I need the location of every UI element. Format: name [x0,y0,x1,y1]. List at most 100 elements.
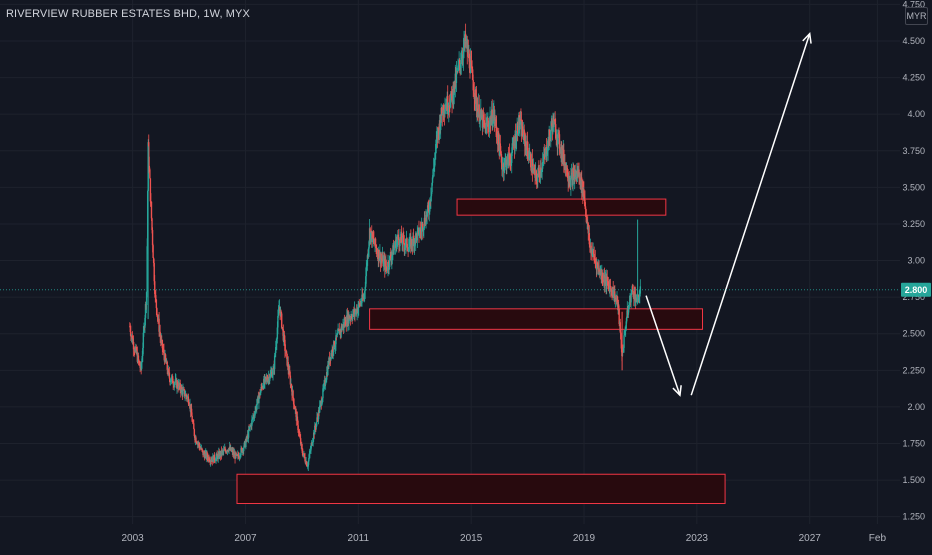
projection-arrow-line[interactable] [645,295,681,396]
candle-body [166,361,168,370]
candle-body [249,426,251,428]
candle-body [594,258,596,262]
candle-body [374,238,377,247]
candle-body [287,362,289,370]
candle-body [135,346,137,354]
candle-body [331,348,334,354]
candle-body [162,348,164,350]
candle-body [628,302,631,306]
candle-body [462,48,465,59]
candle-body [297,430,300,433]
candle-body [247,429,250,438]
candle-body [536,175,538,180]
candle-body [606,276,608,282]
x-tick-label: 2015 [460,533,483,544]
candle-body [309,450,312,452]
candle-body [366,255,369,266]
candle-body [378,258,381,261]
x-axis[interactable]: 2003 2007 2011 2015 2019 2023 2027 Feb [121,533,886,544]
x-tick-label: 2019 [573,533,596,544]
candle-body [169,378,171,383]
candle-body [627,307,630,315]
candle-body [428,211,430,213]
candle-body [182,389,184,395]
candle-body [235,452,237,456]
candle-body [270,372,272,374]
candle-body [350,316,353,319]
zone-rect-support[interactable] [369,308,704,330]
candle-body [495,119,497,127]
candle-body [160,336,162,342]
candle-body [361,294,363,303]
candle-body [314,425,317,427]
candle-body [460,63,462,68]
candle-body [416,231,419,241]
candle-body [417,228,419,232]
candle-body [171,376,174,384]
projection-arrow-line[interactable] [690,33,811,396]
candle-body [380,258,382,264]
candle-body [568,180,570,183]
y-axis[interactable]: 4.750 4.500 4.250 4.00 3.750 3.500 3.250 3.00 2.… [902,0,925,522]
candle-body [295,411,298,421]
candle-body [174,382,176,384]
candle-body [245,436,248,442]
candle-body [152,245,154,258]
candle-body [518,115,521,126]
candle-body [301,448,304,453]
candle-body [411,239,413,245]
candle-body [510,162,512,164]
candle-body [315,422,318,427]
candle-body [280,311,282,314]
candle-body [299,435,301,439]
candle-body [419,229,421,234]
chart-title: RIVERVIEW RUBBER ESTATES BHD, 1W, MYX [6,8,250,20]
currency-button[interactable]: MYR [905,7,928,25]
candle-body [309,451,311,454]
candle-body [308,458,310,462]
candle-body [190,408,193,416]
x-tick-label: 2027 [799,533,822,544]
candle-body [286,353,288,366]
candle-body [447,110,449,112]
candle-body [596,263,599,265]
candle-body [156,315,159,318]
candle-body [526,141,529,151]
candle-body [549,129,551,136]
candle-body [361,294,364,299]
candle-body [275,347,277,354]
candle-body [473,90,475,94]
candle-body [400,233,403,243]
candle-body [487,122,490,127]
candle-body [576,173,578,177]
candle-body [441,108,443,114]
candle-body [523,129,525,135]
candle-body [584,206,587,210]
candle-body [420,226,423,232]
candle-body [500,153,503,163]
candle-body [517,125,519,135]
candle-body [493,109,496,122]
candle-body [366,265,368,267]
candle-body [482,114,485,121]
candle-body [515,131,518,142]
candle-body [152,257,155,264]
candle-body [380,258,383,260]
zone-rect-resistance[interactable] [456,198,667,216]
candle-body [615,297,617,299]
y-tick-label: 3.500 [902,182,925,192]
candle-body [471,66,473,70]
candle-body [406,238,408,248]
candle-body [409,239,411,246]
candle-body [473,93,476,100]
candle-body [585,209,587,217]
candle-body [322,388,324,399]
candle-body [604,278,606,285]
zone-rect-long-term-support[interactable] [236,473,726,505]
candle-body [609,285,611,292]
candle-body [639,293,641,297]
candle-body [343,322,345,328]
candle-body [599,271,601,275]
